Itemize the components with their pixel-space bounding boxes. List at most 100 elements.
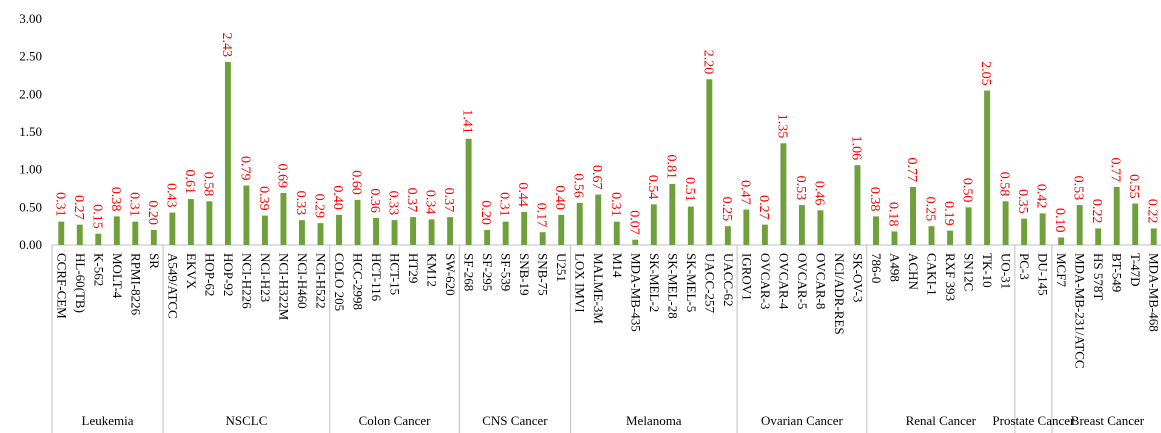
bar — [187, 199, 194, 245]
bar — [410, 217, 417, 245]
group-label: Leukemia — [82, 413, 134, 428]
y-tick-label: 0.50 — [19, 199, 42, 214]
value-label: 0.31 — [126, 192, 141, 217]
value-label: 0.55 — [1126, 174, 1141, 199]
bar — [95, 233, 102, 245]
bar — [1021, 218, 1028, 245]
bar — [224, 61, 231, 245]
group-label: Breast Cancer — [1071, 413, 1145, 428]
value-label: 0.15 — [89, 204, 104, 229]
value-label: 0.51 — [682, 177, 697, 202]
x-tick-label: DU-145 — [1036, 253, 1051, 296]
value-label: 1.41 — [460, 109, 475, 134]
value-label: 0.20 — [478, 200, 493, 225]
x-tick-label: OVCAR-8 — [813, 253, 828, 309]
x-tick-label: COLO 205 — [332, 253, 347, 311]
value-label: 0.42 — [1034, 184, 1049, 209]
x-tick-label: NCI-H226 — [239, 253, 254, 309]
x-tick-label: OVCAR-5 — [795, 253, 810, 309]
bar — [780, 143, 787, 245]
value-label: 0.22 — [1145, 199, 1160, 224]
group-label: CNS Cancer — [482, 413, 548, 428]
value-label: 1.06 — [848, 136, 863, 161]
bar — [354, 199, 361, 245]
x-tick-label: SF-539 — [499, 253, 514, 291]
value-label: 0.25 — [923, 197, 938, 222]
bar — [558, 214, 565, 245]
value-label: 0.58 — [997, 172, 1012, 197]
value-label: 0.29 — [311, 194, 326, 219]
x-tick-label: SR — [147, 253, 162, 269]
x-tick-label: ACHN — [906, 253, 921, 290]
value-label: 1.35 — [774, 114, 789, 139]
bar — [595, 194, 602, 245]
bar — [817, 210, 824, 245]
x-tick-label: M14 — [610, 253, 625, 278]
x-tick-label: HOP-62 — [202, 253, 217, 296]
bar — [373, 217, 380, 245]
x-tick-label: OVCAR-3 — [758, 253, 773, 309]
value-label: 0.77 — [1108, 157, 1123, 182]
bar — [873, 216, 879, 245]
x-tick-label: TK-10 — [980, 253, 995, 288]
x-tick-label: LOX IMVI — [573, 253, 588, 313]
bar — [891, 231, 898, 245]
value-label: 0.31 — [497, 192, 512, 217]
value-label: 0.77 — [904, 157, 919, 182]
bar — [613, 221, 620, 245]
value-label: 0.58 — [200, 172, 215, 197]
bar — [132, 221, 139, 245]
value-label: 0.18 — [886, 202, 901, 227]
x-tick-label: T-47D — [1128, 253, 1143, 286]
bar — [261, 215, 268, 245]
x-tick-label: SW-620 — [443, 253, 458, 296]
x-tick-label: NCI/ADR-RES — [832, 253, 847, 335]
bar — [428, 219, 435, 245]
bar — [391, 220, 398, 245]
x-tick-label: U251 — [554, 253, 569, 282]
value-label: 0.81 — [663, 154, 678, 179]
x-tick-label: UACC-62 — [721, 253, 736, 306]
value-label: 0.35 — [1015, 189, 1030, 214]
x-tick-label: MCF7 — [1054, 253, 1069, 287]
value-label: 0.37 — [404, 188, 419, 213]
group-label: Prostate Cancer — [992, 413, 1075, 428]
x-tick-label: PC-3 — [1017, 253, 1032, 280]
bar — [706, 79, 713, 246]
x-tick-label: 786-0 — [869, 253, 884, 283]
x-tick-label: HCT-116 — [369, 253, 384, 302]
x-tick-label: MOLT-4 — [110, 253, 125, 299]
x-tick-label: NCI-H460 — [295, 253, 310, 309]
y-tick-label: 2.50 — [19, 49, 42, 64]
bar — [1150, 228, 1157, 245]
bar — [58, 221, 65, 245]
x-tick-label: KM12 — [425, 253, 440, 287]
x-tick-label: EKVX — [184, 253, 199, 290]
x-tick-label: NCI-H23 — [258, 253, 273, 302]
x-tick-label: HT29 — [406, 253, 421, 283]
x-tick-label: CAKI-1 — [925, 253, 940, 296]
value-label: 0.69 — [274, 164, 289, 189]
value-label: 0.47 — [737, 180, 752, 205]
bar — [76, 224, 83, 245]
value-label: 0.50 — [960, 178, 975, 203]
value-label: 0.31 — [608, 192, 623, 217]
x-tick-label: A498 — [888, 253, 903, 282]
bar — [854, 165, 861, 245]
value-label: 0.07 — [626, 210, 641, 235]
x-tick-label: IGROV1 — [739, 253, 754, 301]
x-tick-label: MDA-MB-435 — [628, 253, 643, 332]
value-label: 0.54 — [645, 175, 660, 200]
value-label: 0.43 — [163, 183, 178, 208]
bar — [484, 229, 491, 245]
bar — [447, 217, 454, 245]
value-label: 0.60 — [349, 170, 364, 195]
value-label: 0.17 — [534, 203, 549, 228]
x-tick-label: HCC-2998 — [351, 253, 366, 310]
x-tick-label: MDA-MB-231/ATCC — [1073, 253, 1088, 369]
value-label: 0.53 — [793, 176, 808, 201]
group-label: Colon Cancer — [359, 413, 432, 428]
bar — [1132, 203, 1139, 245]
value-label: 0.25 — [719, 197, 734, 222]
